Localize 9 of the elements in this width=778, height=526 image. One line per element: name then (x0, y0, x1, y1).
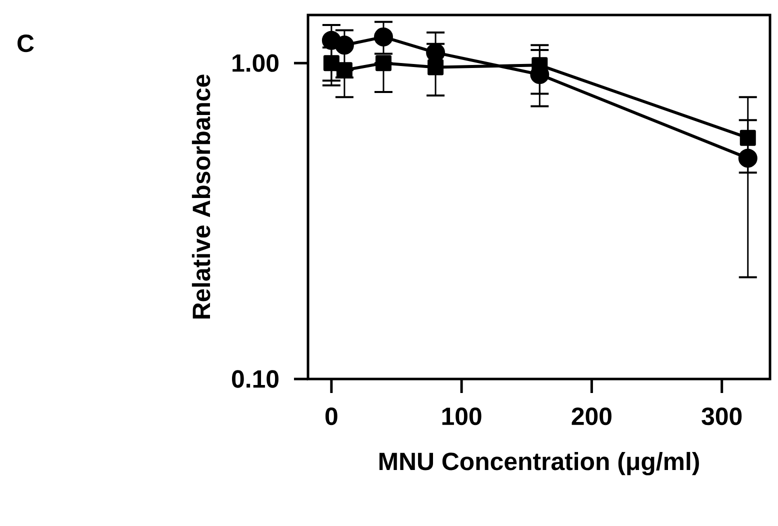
x-tick-label: 0 (325, 407, 338, 426)
y-axis-title: Relative Absorbance (192, 74, 210, 319)
x-tick-label: 100 (442, 407, 482, 426)
x-tick-label: 200 (572, 407, 612, 426)
x-tick-label: 300 (702, 407, 742, 426)
text: C (18, 34, 34, 52)
y-tick-label: 0.10 (232, 370, 278, 388)
x-axis-title: MNU Concentration (μg/ml) (379, 452, 699, 476)
y-tick-label: 1.00 (232, 54, 278, 72)
